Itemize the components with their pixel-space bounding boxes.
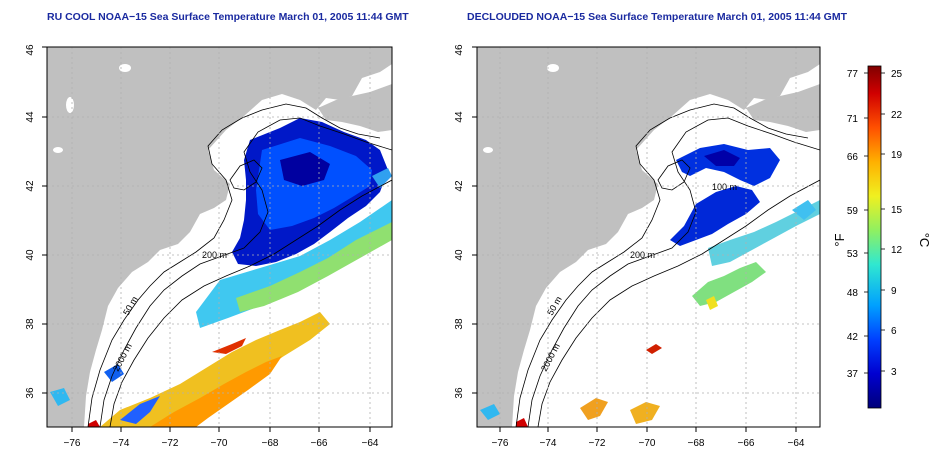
x-tick-label: −68 xyxy=(688,438,705,449)
y-tick-label: 40 xyxy=(454,249,465,261)
x-tick-label: −76 xyxy=(492,438,509,449)
lake xyxy=(547,64,559,72)
y-tick-label: 40 xyxy=(25,249,36,261)
contour-gulf xyxy=(657,159,691,191)
colorbar-gradient xyxy=(867,65,882,409)
colorbar-f-tick: 71 xyxy=(847,114,859,125)
colorbar-f-tick: 77 xyxy=(847,69,859,80)
x-tick-label: −72 xyxy=(162,438,179,449)
sst-warm-patch xyxy=(630,402,660,424)
contour-label-100m: 100 m xyxy=(712,182,737,192)
y-tick-label: 36 xyxy=(454,387,465,399)
contour-2000m xyxy=(109,179,392,427)
sst-gulf-stream-core xyxy=(150,356,282,427)
lake xyxy=(483,147,493,153)
sst-north-cyan xyxy=(372,168,392,188)
nova-scotia xyxy=(746,84,820,132)
colorbar-c-tick: 22 xyxy=(891,110,903,121)
sst-map-right: 200 m 50 m 2000 m 100 m xyxy=(454,44,821,449)
sst-warm-patch xyxy=(580,398,608,420)
colorbar-c-tick: 3 xyxy=(891,367,897,378)
contour-200m xyxy=(99,117,392,427)
y-tick-label: 46 xyxy=(454,44,465,56)
sst-cold-pocket xyxy=(280,152,330,186)
y-tick-label: 38 xyxy=(25,318,36,330)
sst-coastal-cyan xyxy=(50,388,70,406)
sst-yellow-spot xyxy=(706,296,718,310)
map-title-left: RU COOL NOAA−15 Sea Surface Temperature … xyxy=(47,11,409,23)
sst-coastal-cyan xyxy=(480,404,500,420)
sst-shelf-cyan xyxy=(708,200,820,266)
nova-scotia xyxy=(318,84,392,132)
colorbar-f-tick: 37 xyxy=(847,369,859,380)
sst-south-cold xyxy=(120,396,160,424)
x-tick-label: −74 xyxy=(540,438,557,449)
land-mass xyxy=(47,47,392,427)
graticule xyxy=(477,47,820,427)
x-tick-label: −72 xyxy=(589,438,606,449)
sst-coastal-blue xyxy=(104,364,124,382)
sst-warm-filament xyxy=(212,338,246,354)
x-tick-label: −64 xyxy=(362,438,379,449)
contour-200m xyxy=(527,117,820,427)
x-tick-label: −68 xyxy=(262,438,279,449)
sst-cold-lobe xyxy=(670,186,760,246)
colorbar-c-tick: 25 xyxy=(891,69,903,80)
y-tick-label: 44 xyxy=(454,111,465,123)
colorbar-f-tick: 59 xyxy=(847,206,859,217)
lake xyxy=(66,97,74,113)
colorbar: 77 71 66 59 53 48 42 37 25 22 19 15 12 9… xyxy=(832,65,932,409)
land-mass xyxy=(477,47,820,427)
colorbar-c-tick: 19 xyxy=(891,150,903,161)
contour-50m xyxy=(515,103,809,427)
colorbar-c-tick: 6 xyxy=(891,326,897,337)
colorbar-c-tick: 9 xyxy=(891,286,897,297)
fahrenheit-unit-label: °F xyxy=(832,233,847,246)
lake xyxy=(119,64,131,72)
colorbar-f-tick: 48 xyxy=(847,288,859,299)
x-tick-label: −70 xyxy=(211,438,228,449)
celsius-unit-label: °C xyxy=(917,233,932,248)
lake xyxy=(53,147,63,153)
x-tick-label: −74 xyxy=(113,438,130,449)
y-tick-label: 36 xyxy=(25,387,36,399)
sst-map-left: 200 m 50 m 2000 m xyxy=(25,44,393,449)
sst-shelf-green xyxy=(692,262,766,306)
sst-cyan-patch xyxy=(792,200,816,220)
sst-red-filament xyxy=(646,344,662,354)
colorbar-f-tick: 66 xyxy=(847,152,859,163)
contour-50m xyxy=(87,103,381,427)
sst-cold-core xyxy=(704,150,740,166)
x-tick-label: −66 xyxy=(311,438,328,449)
colorbar-f-tick: 53 xyxy=(847,249,859,260)
x-tick-label: −66 xyxy=(738,438,755,449)
map-title-right: DECLOUDED NOAA−15 Sea Surface Temperatur… xyxy=(467,11,847,23)
colorbar-c-tick: 15 xyxy=(891,205,903,216)
graticule xyxy=(47,47,392,427)
map-frame xyxy=(476,46,821,428)
contour-gulf xyxy=(229,159,263,191)
sst-green-band xyxy=(236,222,392,312)
sst-red-spot xyxy=(88,420,100,427)
x-tick-label: −76 xyxy=(64,438,81,449)
y-tick-label: 46 xyxy=(25,44,36,56)
y-tick-label: 42 xyxy=(454,180,465,192)
sst-red-spot xyxy=(516,418,528,427)
y-tick-label: 38 xyxy=(454,318,465,330)
contour-label-200m: 200 m xyxy=(202,250,227,260)
colorbar-c-tick: 12 xyxy=(891,245,903,256)
y-tick-label: 42 xyxy=(25,180,36,192)
contour-2000m xyxy=(537,179,820,427)
x-tick-label: −64 xyxy=(788,438,805,449)
colorbar-f-tick: 42 xyxy=(847,332,859,343)
x-tick-label: −70 xyxy=(639,438,656,449)
y-tick-label: 44 xyxy=(25,111,36,123)
